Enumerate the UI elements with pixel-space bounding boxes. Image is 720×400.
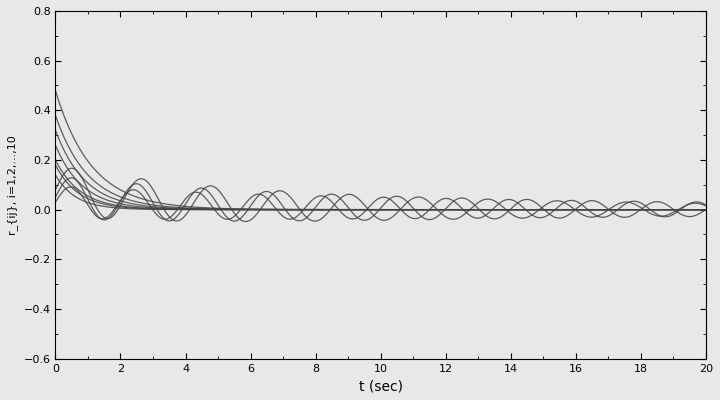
X-axis label: t (sec): t (sec) xyxy=(359,379,402,393)
Y-axis label: r_{ij}, i=1,2,...,10: r_{ij}, i=1,2,...,10 xyxy=(7,135,18,235)
